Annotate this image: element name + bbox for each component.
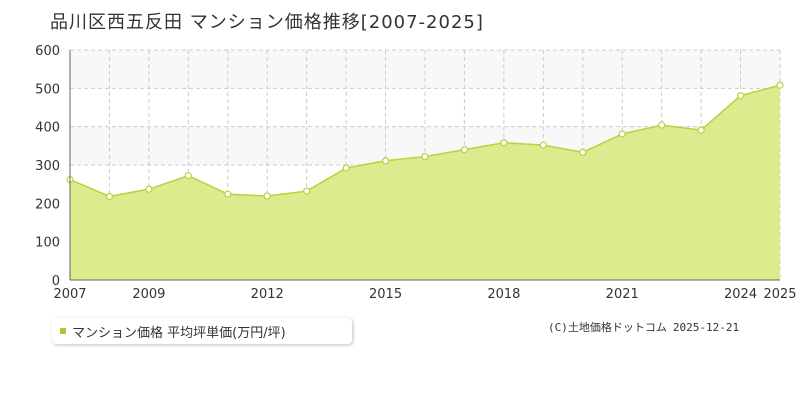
x-axis-ticks: 2007 2009 2012 2015 2018 2021 2024 2025 [53, 287, 796, 302]
data-point [697, 126, 705, 134]
plot-band [70, 50, 780, 89]
data-point [303, 187, 311, 195]
data-point [342, 164, 350, 172]
y-tick-label: 300 [35, 159, 60, 174]
y-tick-label: 500 [35, 82, 60, 97]
x-tick-label: 2007 [53, 287, 86, 302]
x-tick-label: 2024 [724, 287, 757, 302]
credit-source: (C)土地価格ドットコム [548, 321, 667, 334]
chart-title: 品川区西五反田 マンション価格推移[2007-2025] [50, 12, 484, 33]
credit-date: 2025-12-21 [672, 321, 740, 334]
data-point [224, 190, 232, 198]
x-tick-label: 2015 [369, 287, 402, 302]
data-point [776, 81, 784, 89]
price-area-chart: 0 100 200 300 400 500 600 2007 2009 2012 2015 2018… [35, 44, 796, 302]
data-point [579, 148, 587, 156]
axes [69, 50, 780, 281]
x-tick-label: 2025 [763, 287, 796, 302]
data-point [618, 130, 626, 138]
series-area-fill [70, 85, 780, 281]
data-point [105, 192, 114, 201]
legend-swatch [60, 328, 66, 334]
x-tick-label: 2009 [132, 287, 165, 302]
data-point [421, 152, 429, 161]
data-point [500, 139, 508, 147]
y-tick-label: 200 [35, 197, 60, 212]
data-point [381, 157, 390, 165]
x-tick-label: 2021 [606, 287, 639, 302]
y-tick-label: 600 [35, 44, 60, 59]
x-tick-label: 2012 [251, 287, 284, 302]
data-point [460, 146, 469, 154]
data-point [145, 185, 153, 193]
legend-label: マンション価格 平均坪単価(万円/坪) [72, 325, 286, 341]
data-point [263, 192, 271, 200]
data-point [736, 92, 745, 100]
x-tick-label: 2018 [487, 287, 520, 302]
y-axis-ticks: 0 100 200 300 400 500 600 [35, 44, 60, 289]
data-point [184, 172, 192, 180]
data-point [658, 121, 666, 129]
data-point [539, 141, 547, 149]
y-tick-label: 0 [52, 274, 60, 289]
y-tick-label: 100 [35, 236, 60, 251]
legend: マンション価格 平均坪単価(万円/坪) [52, 318, 352, 344]
credit: (C)土地価格ドットコム 2025-12-21 [548, 319, 745, 335]
y-tick-label: 400 [35, 121, 60, 136]
series-markers [66, 81, 784, 201]
